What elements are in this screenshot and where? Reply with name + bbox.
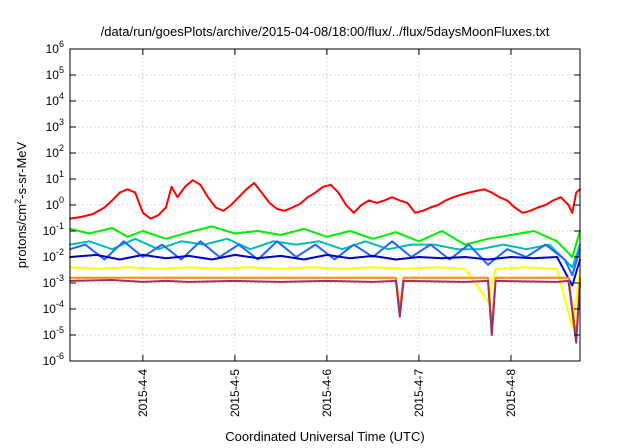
grid-lines [70,49,580,361]
x-tick-label: 2015-4-7 [412,369,426,417]
series-line-7 [69,276,581,339]
x-tick-label: 2015-4-8 [504,369,518,417]
y-tick-label: 106 [46,39,64,56]
y-tick-label: 104 [46,91,64,108]
y-tick-label: 103 [46,117,64,134]
y-tick-label: 102 [46,143,64,160]
y-tick-label: 10-2 [43,247,64,264]
x-axis-label: Coordinated Universal Time (UTC) [225,429,424,444]
y-tick-label: 10-3 [43,273,64,290]
y-tick-label: 10-5 [43,325,64,342]
y-axis-ticks: 10-6 10-5 10-4 10-3 10-2 10-1 100 101 102 103 104 1… [43,39,580,368]
series-line-5 [69,253,581,287]
series-line-1 [69,179,581,220]
y-tick-label: 10-6 [43,351,64,368]
y-tick-label: 100 [46,195,64,212]
series-line-2 [69,225,581,258]
series-line-8 [69,279,581,344]
x-tick-label: 2015-4-4 [136,369,150,417]
y-tick-label: 105 [46,65,64,82]
chart-title: /data/run/goesPlots/archive/2015-04-08/1… [101,24,550,39]
y-tick-label: 101 [46,169,64,186]
y-tick-label: 10-1 [43,221,64,238]
y-axis-label: protons/cm2-s-sr-MeV [13,141,29,268]
series-line-6 [69,266,581,329]
x-tick-label: 2015-4-6 [320,369,334,417]
data-series [69,179,581,344]
series-line-4 [69,240,581,277]
x-tick-label: 2015-4-5 [228,369,242,417]
y-tick-label: 10-4 [43,299,64,316]
series-line-3 [69,237,581,269]
x-axis-ticks: 2015-4-4 2015-4-5 2015-4-6 2015-4-7 2015-4-8 [136,49,518,417]
